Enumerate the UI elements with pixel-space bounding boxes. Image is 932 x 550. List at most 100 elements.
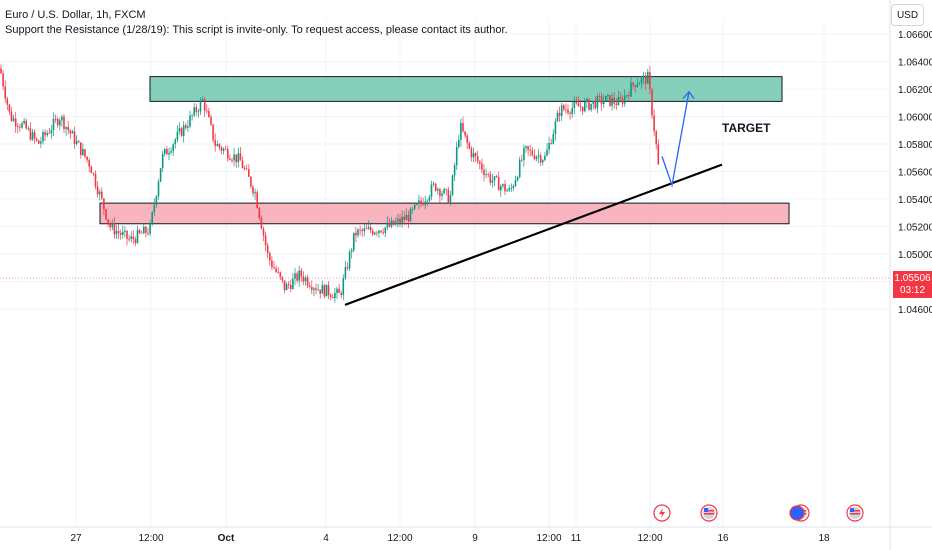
candle-body (143, 226, 145, 234)
candle-body (40, 141, 42, 144)
candle-body (525, 146, 527, 148)
candle-body (147, 232, 149, 234)
candle-body (35, 138, 38, 141)
candle-body (472, 153, 475, 158)
candle-body (290, 285, 292, 290)
candle-body (48, 133, 51, 134)
candle-body (449, 195, 452, 203)
us-flag-icon[interactable] (846, 504, 864, 522)
candle-body (151, 212, 153, 224)
candle-body (42, 132, 44, 142)
candle-body (451, 175, 454, 196)
target-zone-label: TARGET (722, 121, 771, 135)
candle-body (481, 163, 483, 170)
candle-body (327, 284, 330, 296)
candle-body (453, 165, 456, 176)
candle-body (399, 218, 401, 223)
candle-body (401, 216, 403, 223)
candle-body (371, 230, 374, 235)
candle-body (218, 144, 221, 148)
price-tick-label: 1.06200 (898, 85, 932, 96)
candle-body (367, 227, 370, 229)
time-tick-label: 4 (323, 533, 329, 544)
candle-body (14, 118, 17, 127)
candle-body (178, 128, 181, 132)
candle-body (50, 130, 53, 134)
price-tick-label: 1.06600 (898, 30, 932, 41)
candle-body (382, 232, 384, 234)
candle-body (558, 112, 561, 116)
candle-body (323, 285, 326, 297)
time-tick-label: 9 (472, 533, 478, 544)
candle-body (65, 127, 67, 130)
candle-body (229, 158, 231, 160)
candle-body (71, 131, 74, 134)
candle-body (464, 131, 466, 136)
us-flag-icon[interactable] (700, 504, 718, 522)
candle-body (407, 214, 410, 222)
currency-button[interactable]: USD (891, 4, 924, 26)
candle-body (592, 100, 594, 104)
candle-body (651, 89, 653, 116)
candle-body (239, 153, 242, 161)
candle-body (94, 173, 97, 187)
candle-body (487, 174, 489, 176)
flag-canton (850, 508, 854, 512)
candle-body (304, 277, 307, 282)
candle-body (2, 73, 4, 87)
candle-body (632, 82, 634, 86)
candle-body (483, 169, 485, 176)
candle-body (386, 222, 389, 228)
candle-body (504, 184, 506, 192)
candle-body (571, 107, 573, 114)
candle-body (6, 98, 9, 105)
symbol-title[interactable]: Euro / U.S. Dollar, 1h, FXCM (5, 9, 146, 21)
candle-body (233, 154, 235, 161)
candle-body (336, 288, 338, 293)
candle-body (365, 228, 368, 230)
candle-body (644, 75, 647, 84)
candle-body (313, 288, 315, 290)
candle-body (321, 285, 324, 294)
candle-body (241, 160, 244, 169)
candle-body (422, 202, 424, 205)
candle-body (115, 230, 118, 235)
projection-arrow-head (682, 90, 695, 100)
candle-body (439, 189, 441, 196)
candle-body (380, 230, 382, 233)
price-tick-label: 1.06000 (898, 113, 932, 124)
candle-body (201, 99, 204, 101)
candle-body (493, 176, 496, 181)
candle-body (98, 191, 101, 195)
candle-body (418, 200, 420, 204)
candle-body (117, 230, 120, 233)
candle-body (96, 186, 99, 195)
candle-body (191, 115, 193, 116)
candle-body (531, 150, 534, 156)
candle-body (411, 208, 414, 210)
candle-body (149, 223, 151, 234)
candle-body (479, 161, 481, 164)
candle-body (638, 83, 641, 85)
candle-body (256, 192, 258, 209)
candle-body (344, 267, 347, 279)
candle-body (539, 155, 542, 163)
us-eu-flag-icon[interactable] (789, 504, 810, 522)
flag-stripe (850, 513, 860, 515)
candle-body (363, 228, 366, 232)
grid-layer (0, 20, 890, 527)
lightning-icon[interactable] (653, 504, 671, 522)
time-axis[interactable]: 27 12:00 Oct 4 12:00 9 12:00 11 12:00 16 18 (0, 526, 932, 544)
candle-body (374, 232, 376, 235)
candle-body (334, 292, 336, 299)
candle-body (21, 123, 23, 128)
candle-body (609, 95, 611, 106)
candle-body (653, 115, 655, 132)
candle-body (319, 289, 321, 294)
candle-body (523, 147, 525, 160)
events-layer (653, 504, 864, 522)
flag-stripe (704, 510, 714, 512)
candle-body (27, 128, 30, 130)
candle-body (476, 156, 479, 162)
